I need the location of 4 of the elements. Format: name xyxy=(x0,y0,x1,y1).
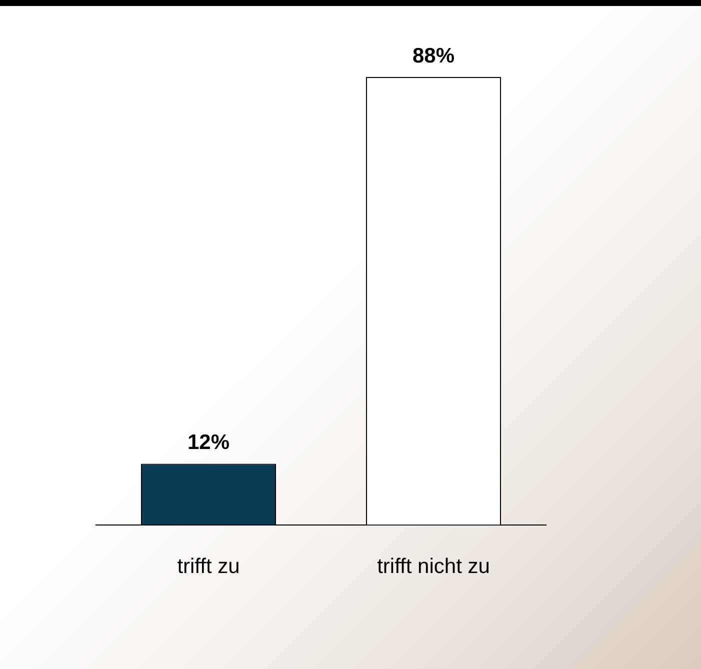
x-tick-label: trifft nicht zu xyxy=(377,555,490,578)
data-label: 88% xyxy=(412,44,455,68)
data-label: 12% xyxy=(187,431,230,454)
x-tick-label: trifft zu xyxy=(177,555,240,578)
